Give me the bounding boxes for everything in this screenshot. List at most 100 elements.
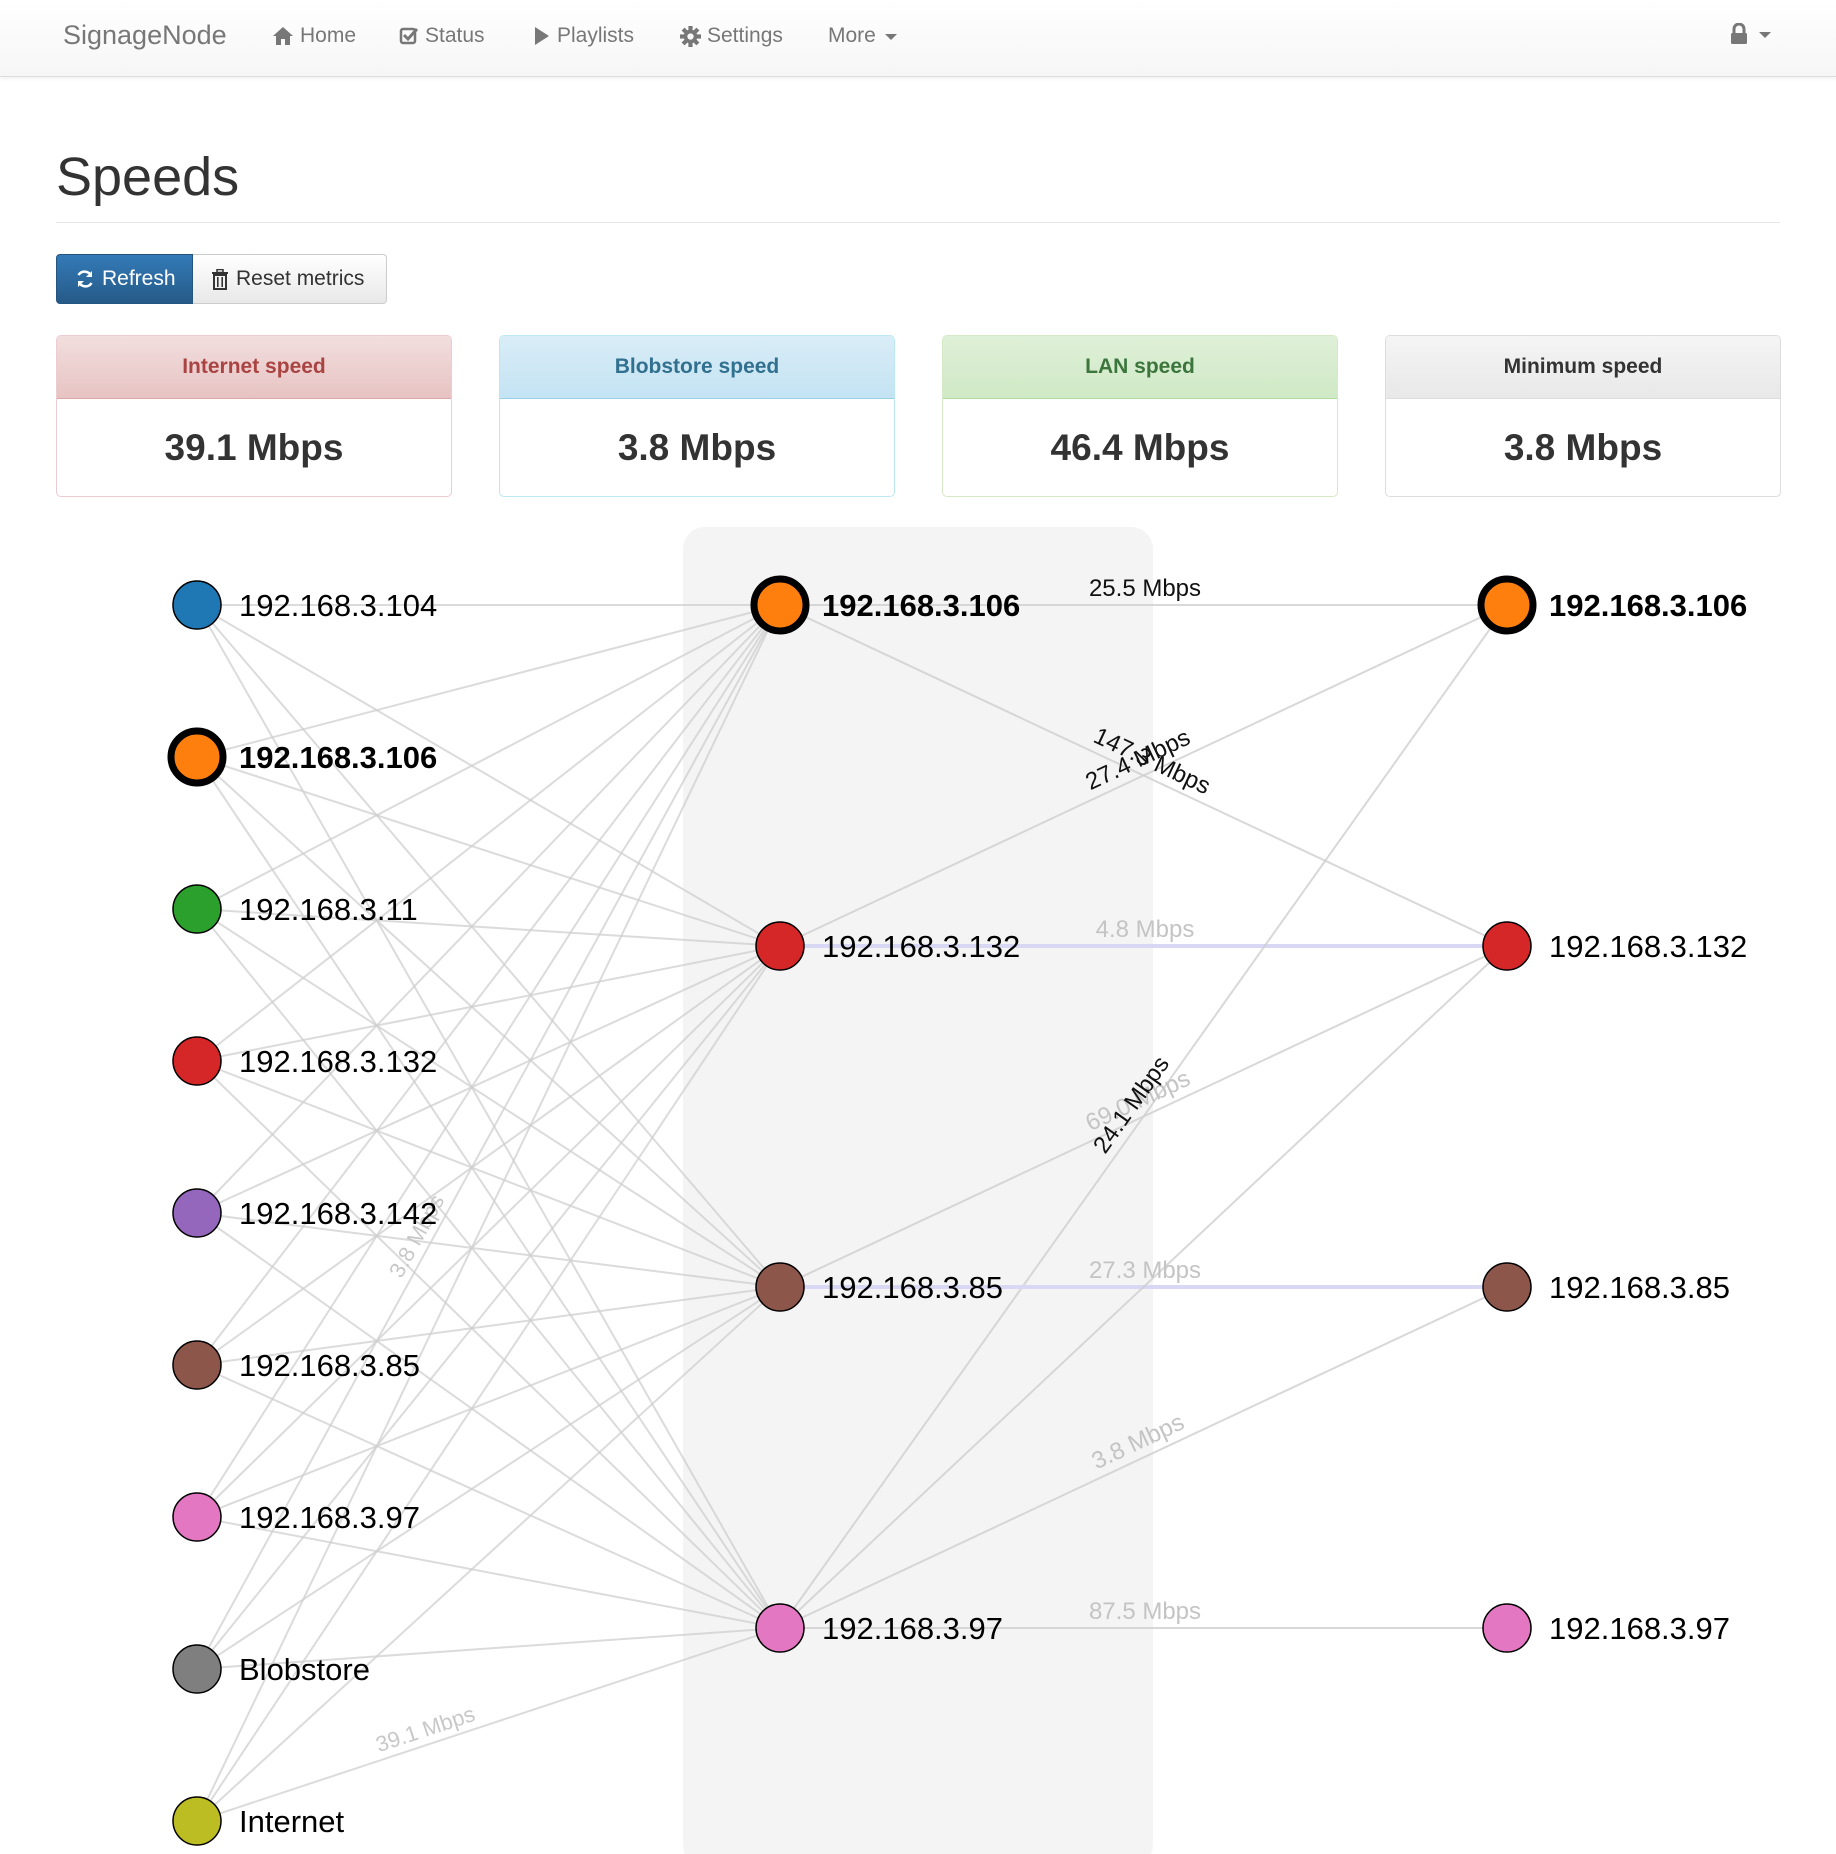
source-node-label: 192.168.3.85 [239, 1348, 420, 1383]
internet-speed-panel: Internet speed 39.1 Mbps [56, 335, 452, 497]
reset-metrics-label: Reset metrics [236, 267, 365, 290]
source-node-label: 192.168.3.132 [239, 1044, 437, 1079]
link-line [196, 604, 781, 1670]
target-node-label: 192.168.3.85 [1549, 1270, 1730, 1305]
source-node-label: 192.168.3.142 [239, 1196, 437, 1231]
target-node-label: 192.168.3.132 [1549, 929, 1747, 964]
link-line [196, 1364, 781, 1629]
middle-node-192-168-3-97 [755, 1603, 805, 1653]
check-square-icon [399, 27, 419, 45]
link-line [196, 1286, 781, 1670]
link-line [196, 1286, 781, 1366]
panel-value: 3.8 Mbps [1503, 427, 1663, 468]
nav-settings-label: Settings [707, 24, 783, 47]
minimum-speed-panel: Minimum speed 3.8 Mbps [1385, 335, 1781, 497]
link-line [196, 756, 781, 1629]
link-line [196, 604, 781, 758]
brand-link[interactable]: SignageNode [63, 20, 227, 50]
link-line [196, 604, 781, 1288]
nav-more-label: More [828, 24, 876, 47]
panel-value: 39.1 Mbps [164, 427, 344, 468]
link-line [196, 908, 781, 1629]
link-line [196, 1060, 781, 1288]
page-title: Speeds [56, 147, 240, 207]
link-line [779, 945, 1508, 1629]
link-line [779, 1286, 1508, 1629]
panel-title: Minimum speed [1386, 336, 1780, 399]
play-icon [535, 27, 549, 45]
panel-title: Blobstore speed [500, 336, 894, 399]
panel-title: LAN speed [943, 336, 1337, 399]
link-line [196, 945, 781, 1518]
nav-more-dropdown[interactable]: More [828, 24, 897, 48]
middle-node-label: 192.168.3.106 [822, 588, 1020, 623]
caret-down-icon [884, 34, 897, 40]
home-icon [273, 27, 293, 45]
toolbar: Refresh Reset metrics [56, 254, 387, 304]
nav-playlists[interactable]: Playlists [533, 24, 634, 48]
middle-node-label: 192.168.3.132 [822, 929, 1020, 964]
middle-node-label: 192.168.3.85 [822, 1270, 1003, 1305]
target-node-192-168-3-132 [1482, 921, 1532, 971]
link-line [196, 1286, 781, 1518]
source-node-192-168-3-97 [172, 1492, 222, 1542]
nav-home[interactable]: Home [272, 24, 356, 48]
link-speed-label: 39.1 Mbps [373, 1701, 478, 1757]
panel-title: Internet speed [57, 336, 451, 399]
link-line [196, 756, 781, 947]
nav-settings[interactable]: Settings [680, 24, 783, 48]
source-node-label: Internet [239, 1804, 345, 1839]
link-line [196, 1212, 781, 1288]
link-line [196, 945, 781, 1366]
link-line [196, 1286, 781, 1822]
trash-icon [212, 268, 228, 290]
nav-status[interactable]: Status [399, 24, 485, 48]
lock-icon [1731, 23, 1747, 44]
source-node-192-168-3-106 [167, 727, 227, 787]
middle-node-192-168-3-85 [755, 1262, 805, 1312]
source-node-label: Blobstore [239, 1652, 370, 1687]
link-line [196, 945, 781, 1822]
link-line [196, 604, 781, 910]
link-line [196, 604, 781, 1214]
link-speed-label: 27.3 Mbps [1089, 1257, 1201, 1284]
refresh-label: Refresh [102, 267, 176, 290]
link-line [196, 604, 781, 1062]
source-node-192-168-3-132 [172, 1036, 222, 1086]
title-divider [56, 222, 1780, 223]
source-node-label: 192.168.3.97 [239, 1500, 420, 1535]
link-line [196, 945, 781, 1670]
link-line [196, 945, 781, 1214]
link-speed-label: 25.5 Mbps [1089, 575, 1201, 602]
link-line [779, 604, 1508, 1629]
source-node-192-168-3-142 [172, 1188, 222, 1238]
link-line [779, 604, 1508, 947]
link-line [196, 945, 781, 1062]
navbar: SignageNode Home Status Playlists [0, 0, 1836, 77]
refresh-icon [77, 270, 93, 288]
middle-column-background [683, 527, 1153, 1854]
source-node-internet [172, 1796, 222, 1846]
link-line [196, 1627, 781, 1670]
source-node-label: 192.168.3.11 [239, 892, 418, 927]
reset-metrics-button[interactable]: Reset metrics [193, 254, 387, 304]
source-node-label: 192.168.3.106 [239, 740, 437, 775]
panel-value: 3.8 Mbps [617, 427, 777, 468]
link-line [196, 756, 781, 1288]
nav-home-label: Home [300, 24, 357, 47]
source-node-192-168-3-11 [172, 884, 222, 934]
target-node-label: 192.168.3.106 [1549, 588, 1747, 623]
lan-speed-panel: LAN speed 46.4 Mbps [942, 335, 1338, 497]
panel-value: 46.4 Mbps [1050, 427, 1230, 468]
target-node-label: 192.168.3.97 [1549, 1611, 1730, 1646]
refresh-button[interactable]: Refresh [56, 254, 193, 304]
user-menu-dropdown[interactable] [1728, 23, 1771, 45]
link-line [196, 604, 781, 1629]
link-line [196, 604, 781, 1822]
target-node-192-168-3-97 [1482, 1603, 1532, 1653]
nav-status-label: Status [425, 24, 485, 47]
link-line [196, 604, 781, 1366]
source-node-label: 192.168.3.104 [239, 588, 437, 623]
link-line [196, 604, 781, 1518]
